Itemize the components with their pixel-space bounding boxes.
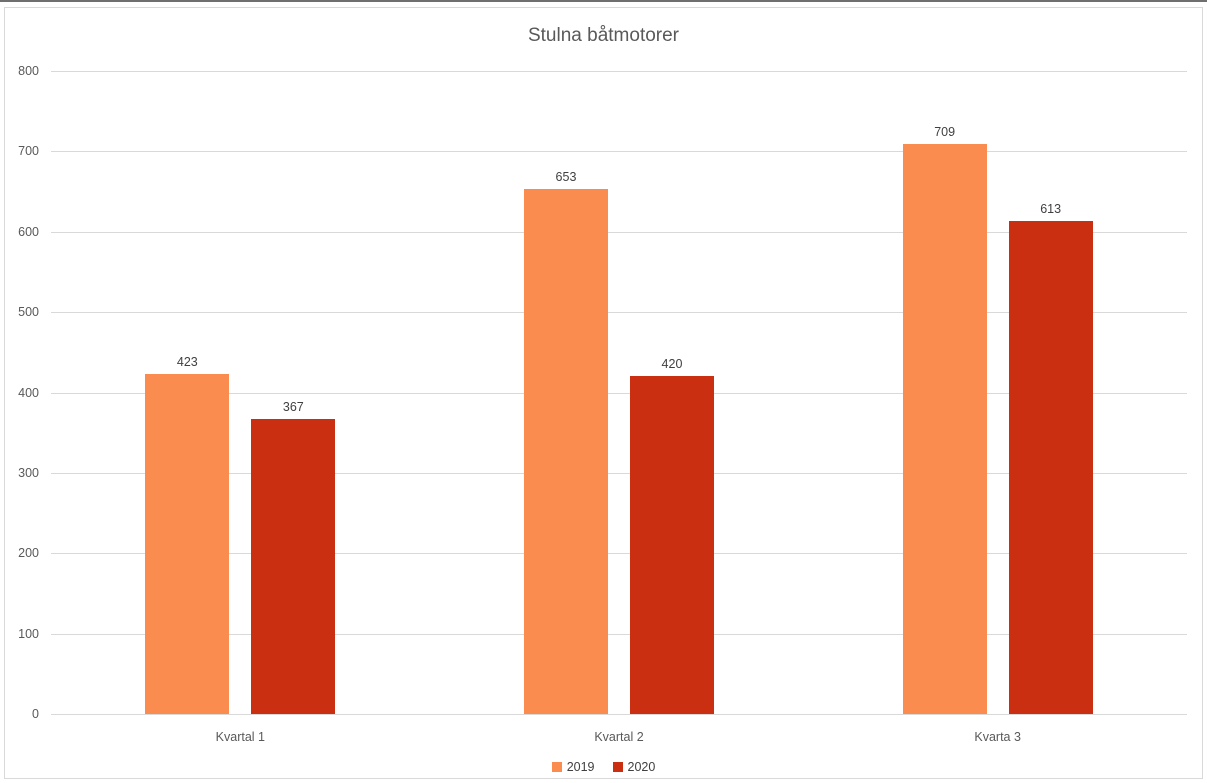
y-axis-tick-label: 100 <box>18 626 39 641</box>
legend-item-2020[interactable]: 2020 <box>612 760 656 774</box>
gridline <box>51 71 1187 72</box>
bar-group-kvarta-3: 709 613 <box>808 71 1187 714</box>
x-axis-category-label: Kvartal 1 <box>215 730 265 744</box>
y-axis-tick-label: 200 <box>18 546 39 561</box>
plot-area: 423 367 653 420 709 613 <box>51 71 1187 715</box>
bar-2020-kvartal-2[interactable] <box>629 376 714 714</box>
bar-value-label: 420 <box>661 357 683 372</box>
x-axis-category-label: Kvartal 2 <box>594 730 644 744</box>
bar-value-label: 367 <box>282 400 304 415</box>
bar-2019-kvarta-3[interactable] <box>902 144 987 714</box>
gridline <box>51 312 1187 314</box>
gridline <box>51 472 1187 474</box>
x-axis-category-label: Kvarta 3 <box>974 730 1021 744</box>
gridline <box>51 151 1187 153</box>
y-axis-tick-label: 500 <box>18 305 39 320</box>
gridline <box>51 231 1187 233</box>
window-top-border <box>0 0 1207 2</box>
bar-2019-kvartal-2[interactable] <box>523 189 608 714</box>
y-axis-tick-label: 0 <box>32 707 39 721</box>
bar-value-label: 653 <box>555 170 577 185</box>
legend-swatch-icon <box>612 762 623 772</box>
legend-label: 2019 <box>566 760 595 774</box>
bar-group-kvartal-1: 423 367 <box>51 71 430 714</box>
y-axis-tick-label: 800 <box>18 64 39 78</box>
gridline <box>51 633 1187 635</box>
legend: 2019 2020 <box>5 760 1202 774</box>
chart-frame: Stulna båtmotorer 423 367 653 420 709 613 0 10… <box>4 7 1203 779</box>
bar-2020-kvartal-1[interactable] <box>251 419 336 714</box>
y-axis-tick-label: 600 <box>18 224 39 239</box>
gridline <box>51 392 1187 394</box>
y-axis-tick-label: 400 <box>18 385 39 400</box>
bar-group-kvartal-2: 653 420 <box>430 71 809 714</box>
gridline <box>51 714 1187 715</box>
bar-value-label: 709 <box>934 125 956 140</box>
bar-value-label: 613 <box>1040 202 1062 217</box>
gridline <box>51 553 1187 555</box>
legend-swatch-icon <box>551 762 562 772</box>
chart-title: Stulna båtmotorer <box>527 25 680 46</box>
bar-2020-kvarta-3[interactable] <box>1008 221 1093 714</box>
y-axis-tick-label: 300 <box>18 465 39 480</box>
y-axis-tick-label: 700 <box>18 144 39 159</box>
legend-label: 2020 <box>627 760 656 774</box>
bar-value-label: 423 <box>176 355 198 370</box>
bar-2019-kvartal-1[interactable] <box>145 374 230 714</box>
legend-item-2019[interactable]: 2019 <box>551 760 595 774</box>
